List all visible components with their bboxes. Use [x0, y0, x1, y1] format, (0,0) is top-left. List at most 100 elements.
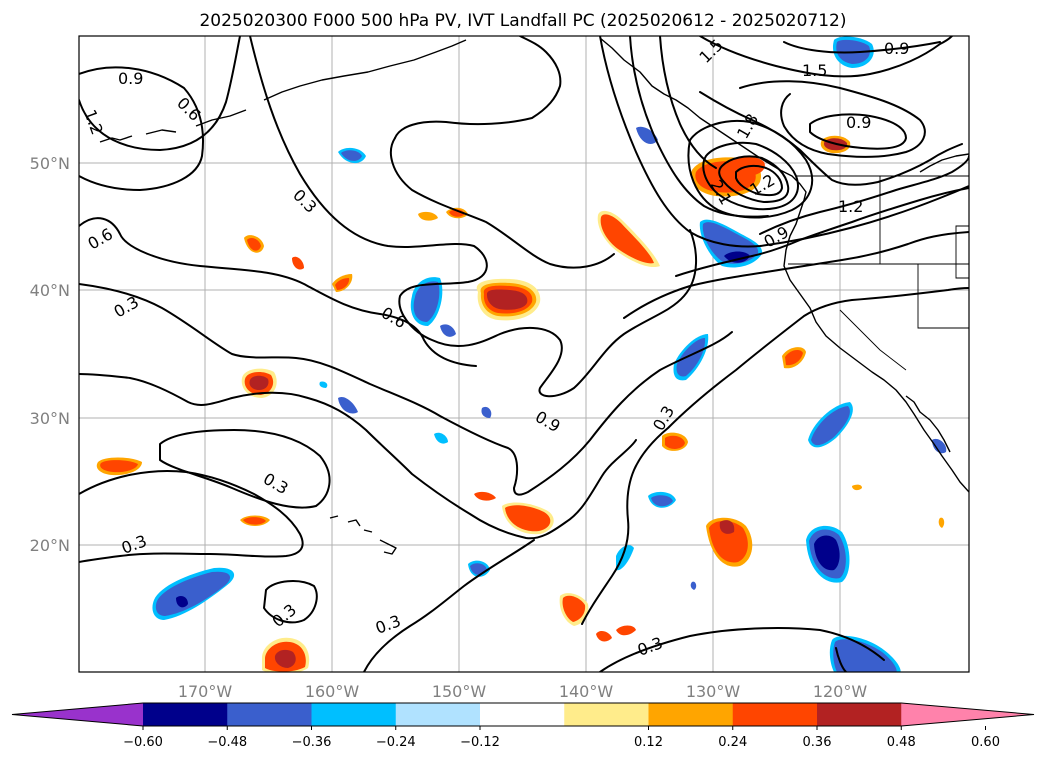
contour-label: 1.2	[838, 197, 863, 216]
contour-low-ring-2	[702, 141, 799, 211]
blob-west-26n	[96, 457, 142, 476]
blob-150w-40n	[410, 277, 443, 326]
nevada-border	[917, 264, 969, 329]
colorbar-swatch	[395, 703, 481, 726]
small-warm-blobs	[240, 207, 945, 642]
east-box	[955, 225, 969, 279]
california-nevada-border	[839, 309, 907, 371]
contour-0.9-ring	[389, 137, 615, 269]
contour-outer-trough-2	[629, 36, 769, 218]
contour-0.3-coast	[581, 287, 969, 625]
colorbar-swatch	[227, 703, 312, 726]
colorbar-tick-label: −0.60	[123, 735, 163, 750]
colorbar-tick-label: 0.24	[718, 735, 747, 750]
hawaiian-islands	[329, 515, 397, 555]
blob-170w-33n	[241, 368, 277, 398]
contour-0.3-island	[263, 580, 318, 624]
contour-lower-east	[699, 91, 963, 186]
map-content: 0.9 0.6 1.2 0.3 0.6 0.3 0.6 0.9 0.3 0.3 …	[79, 36, 969, 672]
contour-0.3-south-1	[79, 373, 637, 540]
lon-tick-label: 160°W	[305, 682, 360, 701]
north-america-coast	[783, 199, 969, 493]
contour-0.9-upper-ring	[809, 113, 907, 150]
contour-label: 0.9	[846, 113, 871, 132]
blob-131w-36n	[673, 334, 709, 381]
colorbar-extend-min	[12, 703, 143, 726]
contour-low-ring-3	[718, 155, 790, 203]
baja-peninsula	[905, 395, 951, 453]
colorbar-extend-max	[901, 703, 1034, 726]
colorbar-swatch	[480, 703, 565, 726]
colorbar-tick-label: 0.36	[803, 735, 832, 750]
colorbar-swatch	[732, 703, 818, 726]
lon-tick-label: 140°W	[559, 682, 614, 701]
lon-tick-label: 150°W	[432, 682, 487, 701]
blob-123w-43n	[699, 219, 763, 268]
blob-128w-20n	[706, 517, 753, 567]
lat-tick-label: 30°N	[30, 409, 70, 428]
lat-tick-label: 20°N	[30, 536, 70, 555]
contour-low-ring-1	[687, 120, 814, 219]
colorbar-tick-label: 0.12	[634, 735, 663, 750]
colorbar: −0.60 −0.48 −0.36 −0.24 −0.12 0.12 0.24 0.36 0.4…	[11, 702, 1035, 750]
blob-south-12n	[262, 637, 310, 672]
colorbar-tick-label: 0.60	[971, 735, 1000, 750]
blob-east-pacific-40n	[476, 278, 541, 321]
colorbar-swatch	[564, 703, 649, 726]
contour-1.2-coast	[759, 155, 969, 235]
map-border	[78, 35, 970, 673]
contour-0.3-south-3	[79, 469, 304, 563]
contour-outer-trough-1	[599, 36, 969, 248]
pv-contours	[79, 36, 969, 672]
contour-0.9-upper	[783, 41, 941, 54]
negative-anomaly-fills	[152, 36, 947, 672]
contour-0.6-coast	[623, 231, 969, 319]
blob-145w-22n	[502, 502, 554, 535]
colorbar-swatch	[143, 703, 228, 726]
contour-0.6-north	[79, 36, 241, 151]
map-title: 2025020300 F000 500 hPa PV, IVT Landfall…	[199, 11, 846, 31]
colorbar-tick-label: −0.36	[292, 735, 332, 750]
blob-122w-30n	[808, 402, 853, 448]
blob-122w-20n	[806, 525, 850, 583]
colorbar-tick-label: −0.24	[376, 735, 416, 750]
contour-outer-trough-3	[659, 36, 717, 169]
lat-tick-label: 40°N	[30, 281, 70, 300]
contour-0.3-main	[249, 36, 698, 398]
colorbar-tick-label: −0.12	[460, 735, 500, 750]
contour-1.2-upper	[739, 80, 926, 158]
colorbar-swatch	[311, 703, 397, 726]
blob-coast-45n	[597, 210, 660, 268]
lon-tick-label: 130°W	[686, 682, 741, 701]
aleutian-islands	[99, 39, 467, 143]
contour-label: 1.5	[802, 61, 827, 80]
colorbar-tick-label: 0.48	[887, 735, 916, 750]
contour-0.3-south-2	[159, 429, 331, 509]
blob-170w-16n	[152, 567, 235, 620]
colorbar-tick-label: −0.48	[207, 735, 247, 750]
lon-tick-label: 120°W	[813, 682, 868, 701]
colorbar-swatch	[817, 703, 902, 726]
contour-0.9-north	[79, 66, 204, 191]
contour-1.5	[699, 36, 953, 78]
lon-tick-label: 170°W	[178, 682, 233, 701]
coastlines	[99, 37, 969, 555]
contour-0.3-south-5	[599, 627, 885, 672]
contour-label: 0.9	[884, 39, 909, 58]
colorbar-swatch	[648, 703, 734, 726]
blob-south-right	[829, 635, 901, 672]
alaska-coast	[599, 37, 807, 201]
blob-140w-15n	[559, 593, 589, 626]
gulf-coast-east	[919, 153, 969, 173]
lon-tick-labels: 170°W 160°W 150°W 140°W 130°W 120°W	[178, 682, 868, 701]
contour-low-ring-4	[735, 164, 783, 197]
lat-tick-labels: 50°N 40°N 30°N 20°N	[30, 154, 70, 555]
contour-label: 0.9	[118, 69, 143, 88]
contour-0.3-south-4	[363, 539, 535, 672]
contour-south-east	[835, 647, 847, 672]
contour-0.6-mid	[79, 217, 477, 367]
contour-0.9-coast	[675, 187, 969, 277]
lat-tick-label: 50°N	[30, 154, 70, 173]
contour-0.9-mid	[394, 36, 562, 139]
